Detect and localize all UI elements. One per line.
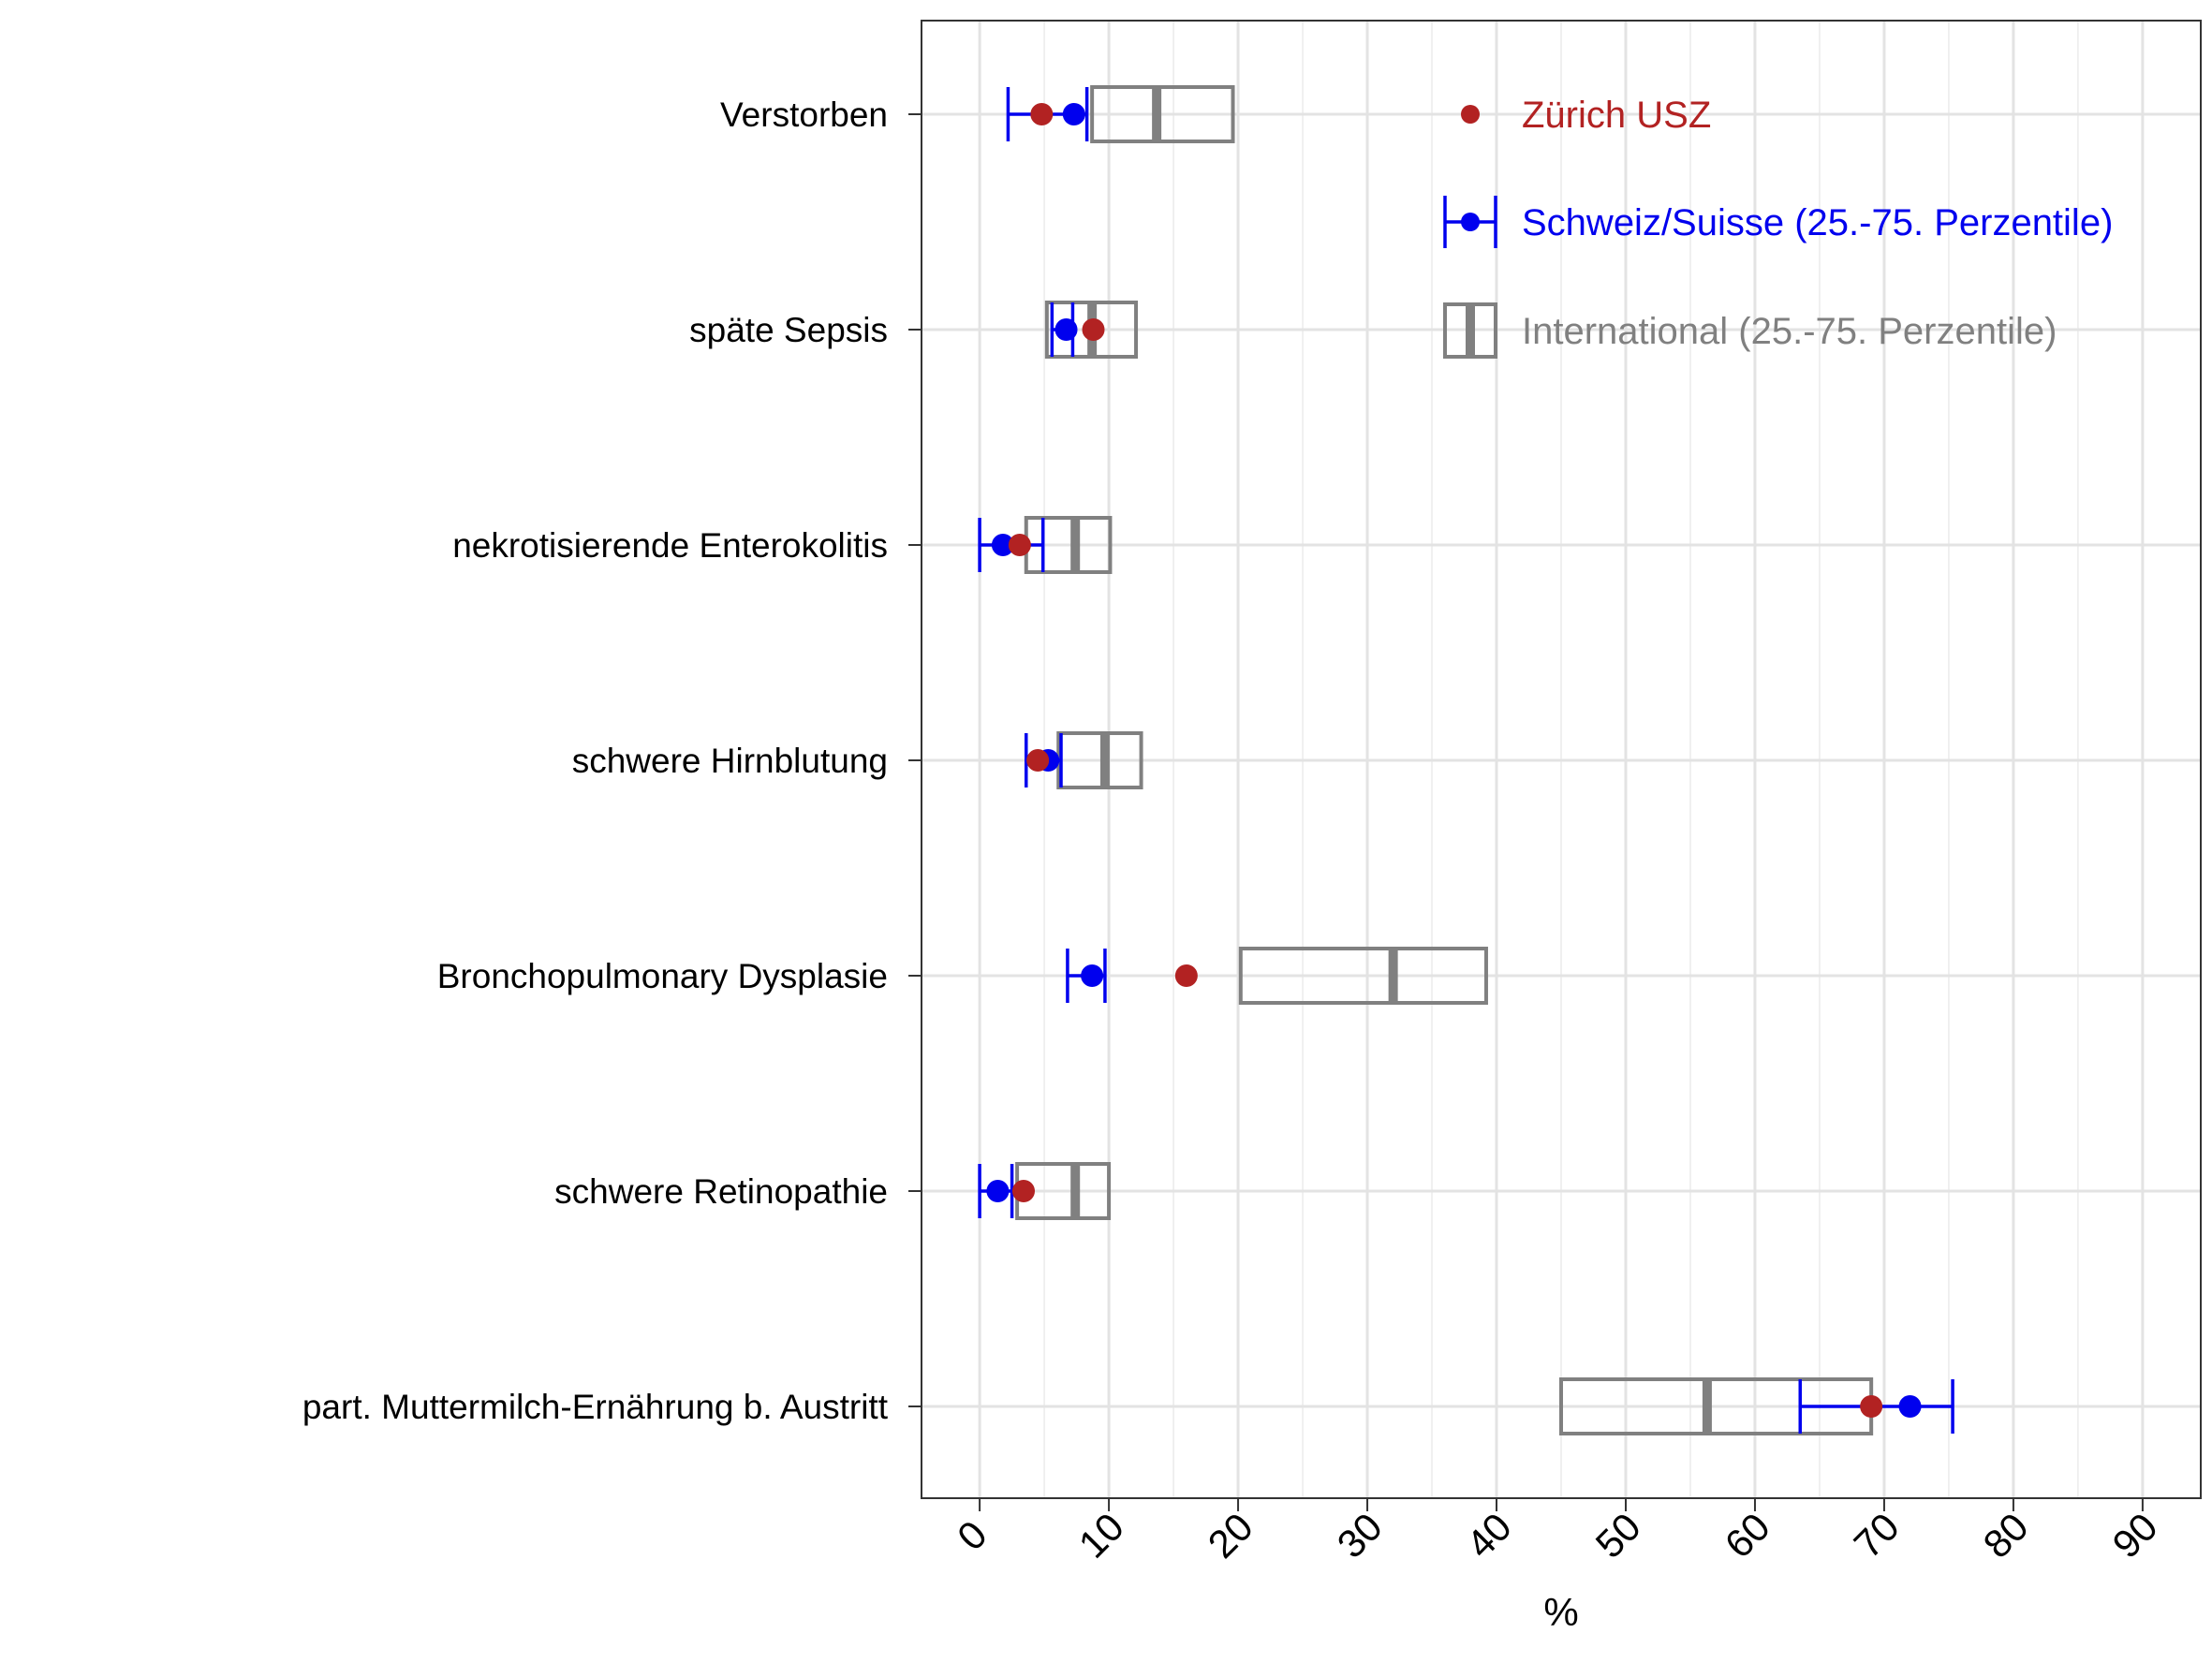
zurich-point: [1030, 103, 1054, 125]
x-tick-label: 70: [1846, 1505, 1908, 1567]
legend-label-swiss: Schweiz/Suisse (25.-75. Perzentile): [1522, 202, 2113, 243]
swiss-point: [1898, 1395, 1922, 1418]
swiss-point: [1062, 103, 1085, 125]
category-label: schwere Hirnblutung: [572, 742, 888, 780]
swiss-point: [991, 534, 1014, 556]
international-box: [1090, 85, 1235, 143]
x-tick-label: 50: [1587, 1505, 1649, 1567]
x-tick-label: 30: [1329, 1505, 1391, 1567]
marks-layer: [978, 85, 1954, 1435]
legend-layer: Zürich USZ Schweiz/Suisse (25.-75. Perzen…: [1443, 95, 2113, 359]
zurich-point: [1008, 534, 1031, 556]
grid-layer: [922, 21, 2201, 1498]
category-label: part. Muttermilch-Ernährung b. Austritt: [302, 1388, 889, 1426]
x-tick-label: 20: [1200, 1505, 1261, 1567]
x-tick-label: 40: [1458, 1505, 1520, 1567]
zurich-point: [1860, 1395, 1883, 1418]
legend-key-zurich: [1461, 105, 1480, 124]
category-label: schwere Retinopathie: [554, 1172, 888, 1211]
x-axis-title: %: [1543, 1590, 1578, 1634]
international-box: [1238, 947, 1488, 1005]
category-label: Bronchopulmonary Dysplasie: [437, 957, 888, 995]
x-tick-label: 80: [1975, 1505, 2037, 1567]
zurich-point: [1082, 318, 1105, 341]
x-tick-label: 0: [949, 1512, 995, 1559]
x-tick-label: 10: [1070, 1505, 1132, 1567]
swiss-point: [1054, 318, 1078, 341]
category-label: nekrotisierende Enterokolitis: [452, 526, 888, 565]
category-label: Verstorben: [720, 96, 888, 134]
x-tick-label: 60: [1717, 1505, 1778, 1567]
zurich-point: [1012, 1180, 1036, 1202]
swiss-point: [986, 1180, 1010, 1202]
x-tick-label: 90: [2104, 1505, 2166, 1567]
zurich-point: [1174, 964, 1198, 987]
swiss-point: [1081, 964, 1104, 987]
legend-label-zurich: Zürich USZ: [1522, 95, 1711, 136]
category-label: späte Sepsis: [689, 311, 888, 349]
zurich-point: [1026, 749, 1050, 772]
legend-label-international: International (25.-75. Perzentile): [1522, 311, 2057, 352]
legend-key-swiss-point: [1461, 213, 1480, 231]
